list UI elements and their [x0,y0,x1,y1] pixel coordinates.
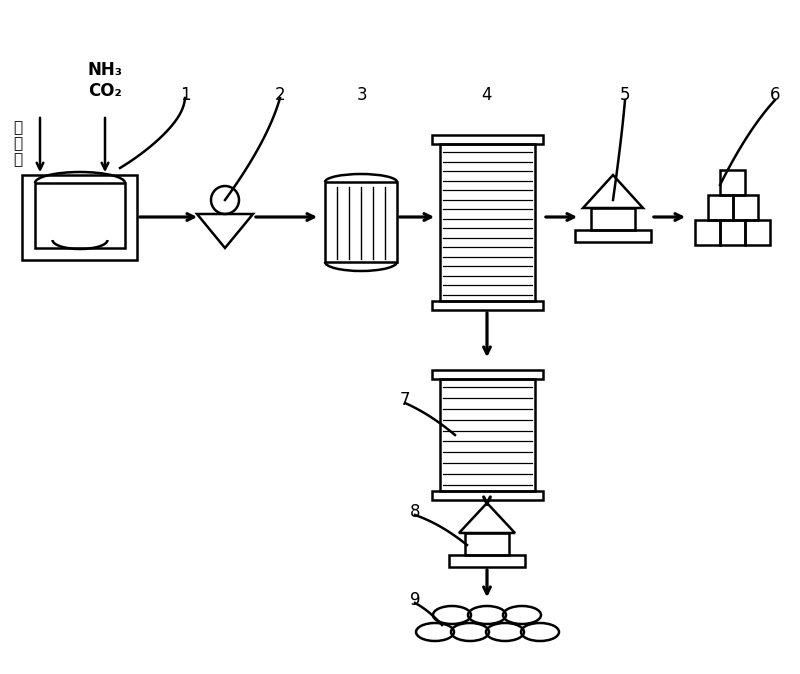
Bar [432,301,543,310]
Bar [22,175,137,260]
Text: 9: 9 [410,591,420,609]
Text: 6: 6 [770,86,780,104]
Bar [432,370,543,379]
Text: 3: 3 [357,86,367,104]
Bar [440,379,535,491]
Text: NH₃
CO₂: NH₃ CO₂ [87,61,122,100]
Bar [432,491,543,500]
Bar [325,182,397,262]
Bar [575,230,651,242]
Bar [432,135,543,144]
Text: 硫
酸
钠: 硫 酸 钠 [14,120,22,167]
Bar [733,195,758,220]
Bar [720,170,745,195]
Text: 7: 7 [400,391,410,409]
Bar [440,144,535,301]
Bar [720,220,745,245]
Text: 8: 8 [410,503,420,521]
Text: 2: 2 [274,86,286,104]
Text: 4: 4 [482,86,492,104]
Bar [745,220,770,245]
Bar [591,208,635,230]
Text: 1: 1 [180,86,190,104]
Text: 5: 5 [620,86,630,104]
Bar [707,195,733,220]
Bar [449,555,525,567]
Bar [465,533,509,555]
Bar [695,220,720,245]
Bar [35,183,125,248]
